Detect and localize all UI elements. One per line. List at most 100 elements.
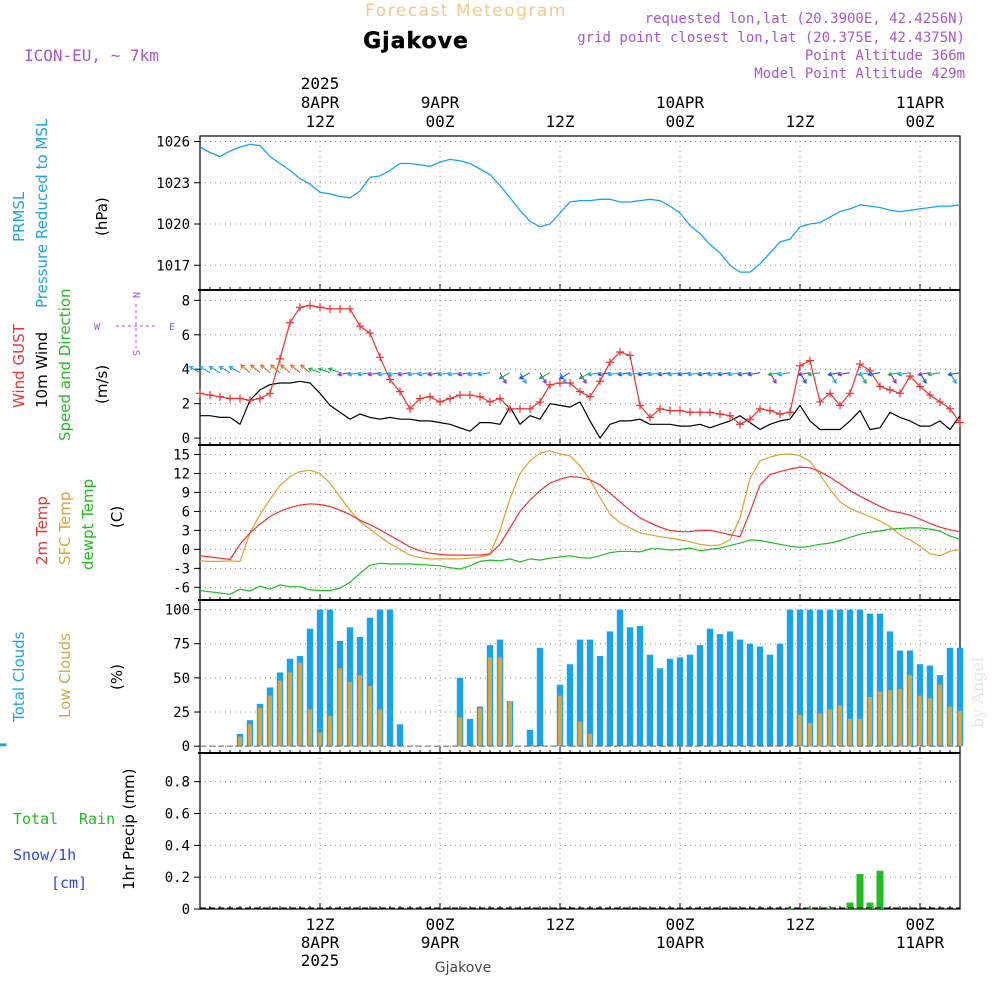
rain-bar — [846, 902, 854, 909]
total-cloud-bar — [376, 609, 384, 747]
wind-ytick-label: 4 — [182, 362, 190, 378]
bottom-time-label: 8APR — [301, 933, 340, 952]
gust-point — [646, 413, 654, 422]
low-cloud-bar — [258, 707, 262, 747]
wind-arrowhead — [447, 371, 453, 377]
t2m-line — [199, 466, 961, 561]
wind-arrow — [778, 372, 791, 376]
precip-ytick-label: 0.8 — [165, 775, 190, 791]
bottom-time-label: 00Z — [426, 915, 455, 934]
low-cloud-bar — [928, 698, 932, 747]
bottom-time-label: 9APR — [421, 933, 460, 952]
top-time-label: 12Z — [306, 112, 335, 131]
cloud-ytick-label: 50 — [173, 671, 190, 687]
wind-arrowhead — [522, 379, 527, 385]
cloud-ytick-label: 25 — [173, 705, 190, 721]
cloud-ytick-label: 100 — [165, 603, 190, 619]
dewpt-label: dewpt Temp — [79, 479, 97, 570]
low-cloud-bar — [918, 695, 922, 747]
panels-layer: 10261023102010178642015129630-3-61007550… — [0, 135, 964, 918]
low-cloud-bar — [588, 733, 592, 747]
total-cloud-bar — [856, 609, 864, 747]
compass-n: N — [130, 292, 141, 298]
wind-ytick-label: 6 — [182, 328, 190, 344]
total-cloud-bar — [596, 656, 604, 747]
wind-arrowhead — [477, 371, 483, 377]
total-cloud-bar — [946, 647, 954, 747]
wind-arrow — [928, 372, 941, 376]
low-cloud-bar — [818, 713, 822, 747]
wind-arrow — [388, 372, 401, 376]
model-altitude: Model Point Altitude 429m — [754, 66, 965, 82]
wind-arrowhead — [897, 371, 903, 377]
wind-arrowhead — [747, 371, 753, 377]
wind-arrow — [888, 372, 901, 376]
pressure-panel-labels: PRMSL Pressure Reduced to MSL (hPa) — [10, 118, 111, 308]
gust-point — [706, 408, 714, 417]
wind-arrowhead — [377, 371, 383, 377]
t2m-label: 2m Temp — [33, 496, 51, 565]
low-cloud-bar — [278, 680, 282, 747]
location-title: Gjakove — [363, 29, 469, 54]
compass-e: E — [169, 322, 175, 333]
temp-ytick-label: 9 — [182, 485, 190, 501]
total-cloud-bar — [566, 664, 574, 747]
precip-panel-labels: Total Rain Snow/1h [cm] 1hr Precip (mm) — [13, 769, 138, 892]
gust-point — [816, 397, 824, 406]
total-cloud-bar — [866, 613, 874, 747]
wind-ytick-label: 0 — [182, 431, 190, 447]
total-cloud-bar — [716, 634, 724, 747]
sfc-label: SFC Temp — [56, 492, 74, 565]
rain-bar — [786, 908, 794, 910]
wind-arrow — [618, 372, 631, 376]
gust-point — [936, 397, 944, 406]
product-title: Forecast Meteogram — [365, 1, 567, 21]
wind-arrowhead — [647, 371, 653, 377]
bottom-time-label: 12Z — [546, 915, 575, 934]
pressure-ytick-label: 1020 — [156, 217, 190, 233]
wind-arrow — [308, 368, 321, 374]
gust-point — [376, 353, 384, 362]
gust-point — [346, 304, 354, 313]
gust-point — [686, 408, 694, 417]
wind-arrow — [868, 372, 881, 376]
wind-arrowhead — [797, 371, 803, 377]
wind-arrow — [718, 372, 731, 376]
gust-point — [836, 401, 844, 410]
wind-arrow — [579, 372, 587, 384]
wind-arrowhead — [837, 371, 843, 377]
wind-arrow — [499, 372, 507, 384]
rain-bar — [806, 908, 814, 910]
gust-point — [296, 303, 304, 312]
total-cloud-bar — [706, 628, 714, 747]
total-cloud-bar — [456, 677, 464, 747]
wind-arrowhead — [502, 379, 507, 385]
top-time-label: 00Z — [906, 112, 935, 131]
wind-arrow — [519, 372, 527, 384]
total-cloud-bar — [736, 639, 744, 747]
total-cloud-bar — [806, 609, 814, 747]
wind-arrowhead — [887, 371, 893, 377]
total-cloud-bar — [536, 647, 544, 747]
wind-arrowhead — [857, 371, 863, 377]
wind-arrowhead — [437, 371, 443, 377]
low-cloud-bar — [808, 722, 812, 747]
precip-unit-label: 1hr Precip (mm) — [120, 769, 138, 890]
wind-arrow — [918, 372, 931, 376]
top-time-label: 12Z — [546, 112, 575, 131]
total-cloud-bar — [526, 729, 534, 747]
low-cloud-bar — [248, 724, 252, 747]
wind-arrow — [250, 364, 261, 374]
wind-arrowhead — [542, 379, 547, 385]
total-cloud-bar — [366, 617, 374, 747]
low-cloud-bar — [238, 736, 242, 747]
low-cloud-bar — [848, 718, 852, 747]
wind-arrow — [229, 366, 241, 374]
wind-arrowhead — [279, 364, 285, 369]
low-cloud-bar — [498, 657, 502, 747]
wind-arrowhead — [259, 364, 265, 369]
gust-point — [746, 415, 754, 424]
total-cloud-bar — [676, 657, 684, 747]
low-cloud-bar — [298, 662, 302, 747]
